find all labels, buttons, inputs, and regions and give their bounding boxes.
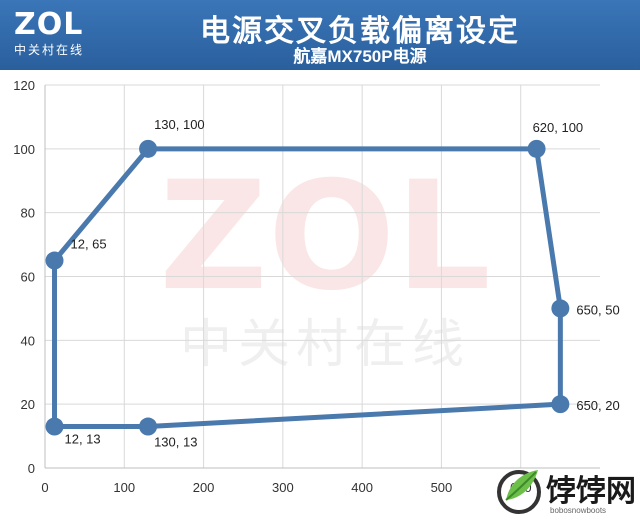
- watermark-text: 中关村在线: [180, 315, 470, 375]
- site-url: bobosnowboots: [550, 506, 607, 515]
- data-point: [551, 299, 570, 318]
- y-tick-label: 20: [21, 397, 35, 412]
- chart: ZOL 中关村在线 0 20 40 60 80 100 120 0 100 200 300 400 50…: [13, 78, 620, 495]
- data-label: 130, 13: [154, 435, 197, 450]
- data-label: 12, 13: [65, 432, 101, 447]
- header-banner: ZOL 中关村在线 电源交叉负载偏离设定 航嘉MX750P电源: [0, 0, 640, 70]
- x-tick-label: 200: [193, 480, 215, 495]
- chart-data-labels: 12, 13 12, 65 130, 100 620, 100 650, 50 650, …: [65, 117, 620, 450]
- zol-watermark: ZOL 中关村在线: [159, 150, 491, 375]
- chart-grid: [45, 84, 600, 468]
- data-point: [45, 417, 64, 436]
- data-point: [551, 395, 570, 414]
- leaf-icon: [497, 470, 541, 514]
- data-point: [45, 251, 64, 270]
- site-logo: 饽饽网 bobosnowboots: [488, 458, 640, 520]
- x-tick-label: 0: [41, 480, 48, 495]
- zol-logo-subtext: 中关村在线: [14, 43, 85, 57]
- x-tick-label: 500: [431, 480, 453, 495]
- series-line: [52, 146, 563, 430]
- y-tick-label: 0: [28, 461, 35, 476]
- page-subtitle: 航嘉MX750P电源: [293, 47, 427, 66]
- data-label: 12, 65: [71, 237, 107, 252]
- x-tick-label: 400: [351, 480, 373, 495]
- chart-axes: [44, 85, 600, 469]
- data-label: 650, 20: [576, 398, 619, 413]
- data-label: 650, 50: [576, 302, 619, 317]
- y-tick-label: 40: [21, 333, 35, 348]
- data-point: [139, 417, 158, 436]
- x-tick-label: 100: [113, 480, 135, 495]
- zol-logo-text: ZOL: [14, 7, 84, 42]
- y-tick-label: 80: [21, 206, 35, 221]
- data-point: [527, 139, 546, 158]
- y-tick-label: 60: [21, 270, 35, 285]
- page-title: 电源交叉负载偏离设定: [200, 15, 520, 48]
- watermark-logo: ZOL: [159, 150, 491, 324]
- zol-logo: ZOL 中关村在线: [14, 10, 124, 60]
- data-label: 130, 100: [154, 117, 205, 132]
- y-tick-label: 100: [13, 142, 35, 157]
- chart-ticks: 0204060801001200100200300400500600: [13, 78, 531, 495]
- site-name: 饽饽网: [546, 475, 636, 508]
- y-tick-label: 120: [13, 78, 35, 93]
- data-point: [139, 139, 158, 158]
- x-tick-label: 300: [272, 480, 294, 495]
- chart-series: [45, 139, 570, 436]
- data-label: 620, 100: [533, 120, 584, 135]
